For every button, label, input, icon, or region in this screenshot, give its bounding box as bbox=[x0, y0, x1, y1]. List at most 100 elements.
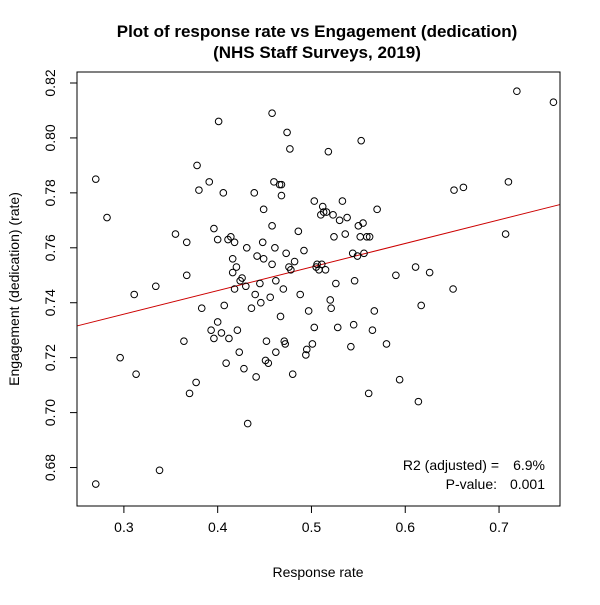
data-point bbox=[232, 263, 241, 271]
data-point bbox=[182, 238, 191, 247]
data-point bbox=[338, 197, 347, 205]
y-tick-label: 0.72 bbox=[42, 344, 58, 371]
data-point bbox=[350, 276, 359, 285]
data-point bbox=[257, 298, 265, 307]
y-tick-label: 0.70 bbox=[42, 399, 58, 426]
p-value-label: P-value: bbox=[446, 476, 497, 492]
data-point bbox=[302, 351, 310, 359]
data-point bbox=[392, 271, 400, 280]
data-point bbox=[294, 227, 303, 236]
data-point bbox=[300, 246, 308, 255]
data-point bbox=[330, 233, 338, 241]
data-point bbox=[227, 233, 235, 241]
data-point bbox=[321, 265, 330, 274]
data-point bbox=[235, 348, 244, 356]
data-point bbox=[195, 186, 203, 194]
data-point bbox=[247, 304, 256, 313]
data-point bbox=[319, 208, 328, 216]
data-point bbox=[364, 389, 373, 398]
data-point bbox=[283, 128, 291, 137]
fit-annotation: R2 (adjusted) = 6.9% P-value: 0.001 bbox=[403, 457, 545, 492]
data-point bbox=[296, 290, 305, 299]
data-point bbox=[277, 180, 286, 189]
chart-title-line2: (NHS Staff Surveys, 2019) bbox=[213, 43, 421, 62]
data-point bbox=[155, 466, 164, 475]
data-point bbox=[240, 364, 248, 373]
data-point bbox=[347, 342, 355, 351]
data-point bbox=[151, 282, 160, 291]
data-point bbox=[360, 249, 368, 258]
data-point bbox=[549, 98, 558, 107]
y-tick-label: 0.80 bbox=[42, 124, 58, 151]
chart-title-line1: Plot of response rate vs Engagement (ded… bbox=[117, 22, 518, 41]
data-point bbox=[272, 348, 280, 356]
data-point bbox=[262, 337, 271, 345]
data-point bbox=[363, 233, 371, 241]
y-tick-label: 0.76 bbox=[42, 234, 58, 261]
data-point bbox=[259, 254, 268, 263]
data-point bbox=[268, 222, 276, 230]
p-value-value: 0.001 bbox=[510, 476, 545, 492]
plot-frame bbox=[76, 71, 561, 507]
data-point bbox=[259, 205, 268, 214]
data-point bbox=[116, 353, 124, 362]
data-point bbox=[318, 202, 327, 211]
data-point bbox=[317, 260, 326, 269]
data-point bbox=[271, 243, 279, 252]
data-point bbox=[288, 370, 297, 378]
data-point bbox=[459, 183, 468, 192]
data-point bbox=[182, 271, 191, 280]
data-point bbox=[250, 189, 259, 197]
data-point bbox=[266, 293, 275, 302]
data-point bbox=[373, 205, 381, 214]
data-point bbox=[220, 301, 229, 310]
data-point bbox=[304, 307, 313, 315]
data-point bbox=[217, 329, 226, 337]
data-point bbox=[130, 290, 139, 299]
data-point bbox=[193, 161, 201, 170]
data-point bbox=[327, 304, 335, 313]
data-point bbox=[213, 318, 222, 326]
data-point bbox=[225, 334, 233, 343]
data-point bbox=[103, 213, 111, 222]
data-point bbox=[238, 274, 246, 282]
r2-label: R2 (adjusted) = bbox=[403, 457, 499, 473]
data-point bbox=[513, 87, 521, 96]
data-point bbox=[282, 249, 290, 258]
y-axis-label: Engagement (dedication) (rate) bbox=[6, 192, 22, 386]
data-point bbox=[242, 282, 250, 291]
data-point bbox=[329, 211, 337, 219]
data-point bbox=[382, 340, 391, 348]
data-point bbox=[357, 136, 365, 145]
data-point bbox=[504, 178, 513, 186]
x-tick-label: 0.7 bbox=[489, 519, 509, 535]
data-point bbox=[256, 279, 264, 288]
data-point bbox=[243, 419, 252, 428]
data-point bbox=[333, 323, 342, 332]
y-tick-label: 0.82 bbox=[42, 69, 58, 96]
data-point bbox=[290, 257, 299, 266]
data-point bbox=[414, 397, 423, 406]
x-tick-label: 0.5 bbox=[302, 519, 322, 535]
data-point bbox=[251, 290, 259, 299]
data-point bbox=[365, 233, 374, 241]
data-point bbox=[370, 307, 379, 315]
data-point bbox=[230, 238, 239, 247]
data-point bbox=[276, 312, 285, 321]
data-point bbox=[214, 117, 223, 126]
data-point bbox=[313, 260, 321, 269]
data-point bbox=[349, 320, 358, 329]
data-point bbox=[207, 326, 215, 335]
data-point bbox=[192, 378, 200, 387]
data-point bbox=[335, 216, 344, 225]
data-point bbox=[252, 373, 260, 381]
x-tick-label: 0.6 bbox=[396, 519, 416, 535]
data-point bbox=[253, 252, 261, 260]
data-point bbox=[326, 296, 335, 304]
x-tick-label: 0.4 bbox=[208, 519, 228, 535]
data-point bbox=[242, 243, 251, 252]
data-point bbox=[324, 147, 333, 156]
data-point bbox=[302, 345, 311, 354]
data-point bbox=[210, 334, 218, 343]
